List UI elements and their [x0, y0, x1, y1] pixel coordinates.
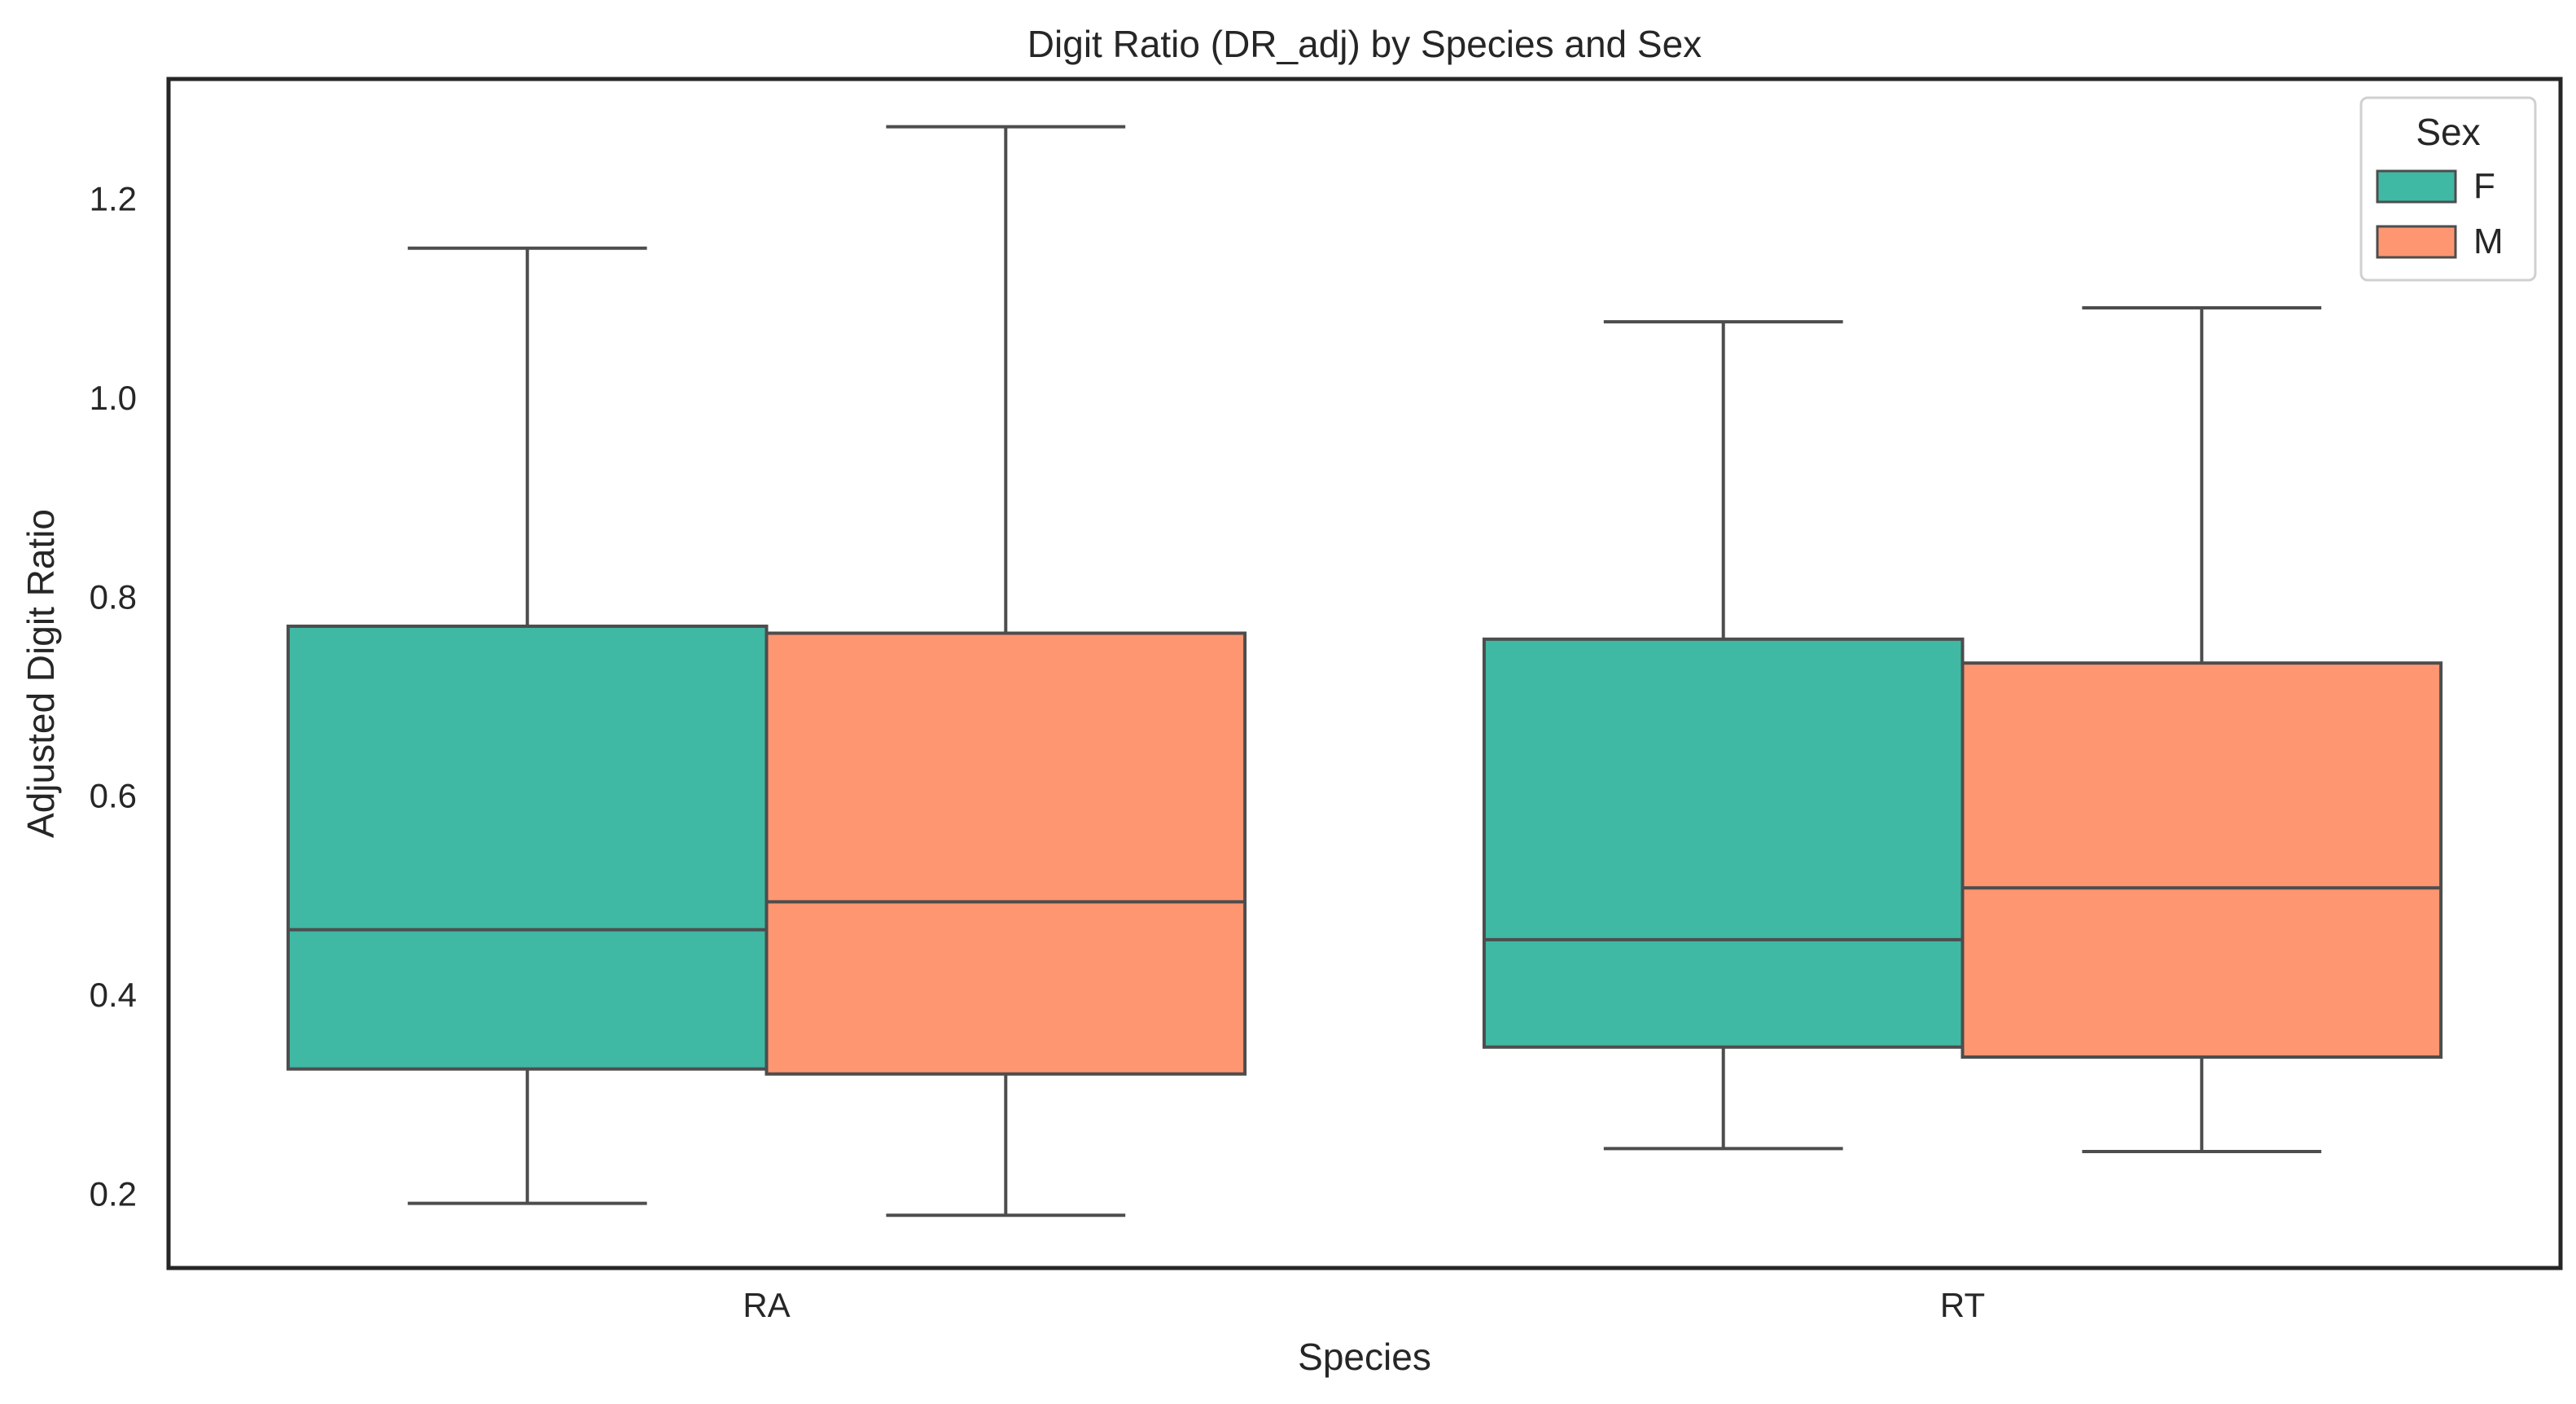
y-tick-label: 0.8	[90, 577, 137, 616]
y-axis: 0.2 0.4 0.6 0.8 1.0 1.2	[90, 180, 137, 1213]
legend: Sex FM	[2359, 96, 2537, 282]
box-m-ra	[764, 631, 1247, 1076]
boxes-layer	[286, 125, 2443, 1218]
legend-swatch-m	[2376, 225, 2457, 259]
plot-frame	[166, 77, 2563, 1270]
y-tick-label: 0.4	[90, 976, 137, 1014]
y-tick-label: 1.2	[90, 180, 137, 218]
y-tick-label: 1.0	[90, 379, 137, 417]
box-f-rt	[1482, 637, 1965, 1049]
legend-label-m: M	[2473, 222, 2504, 261]
legend-swatch-f	[2376, 169, 2457, 204]
x-tick-label: RA	[743, 1286, 790, 1324]
y-axis-label: Adjusted Digit Ratio	[20, 509, 62, 838]
box-f-ra	[286, 624, 769, 1071]
x-axis-label: Species	[1298, 1336, 1431, 1378]
box-m-rt	[1960, 661, 2443, 1059]
x-axis: RA RT	[743, 1286, 1985, 1324]
y-tick-label: 0.2	[90, 1174, 137, 1213]
x-tick-label: RT	[1940, 1286, 1985, 1324]
legend-title: Sex	[2416, 111, 2480, 153]
legend-label-f: F	[2473, 166, 2495, 206]
y-tick-label: 0.6	[90, 777, 137, 815]
chart-title: Digit Ratio (DR_adj) by Species and Sex	[1027, 23, 1702, 65]
